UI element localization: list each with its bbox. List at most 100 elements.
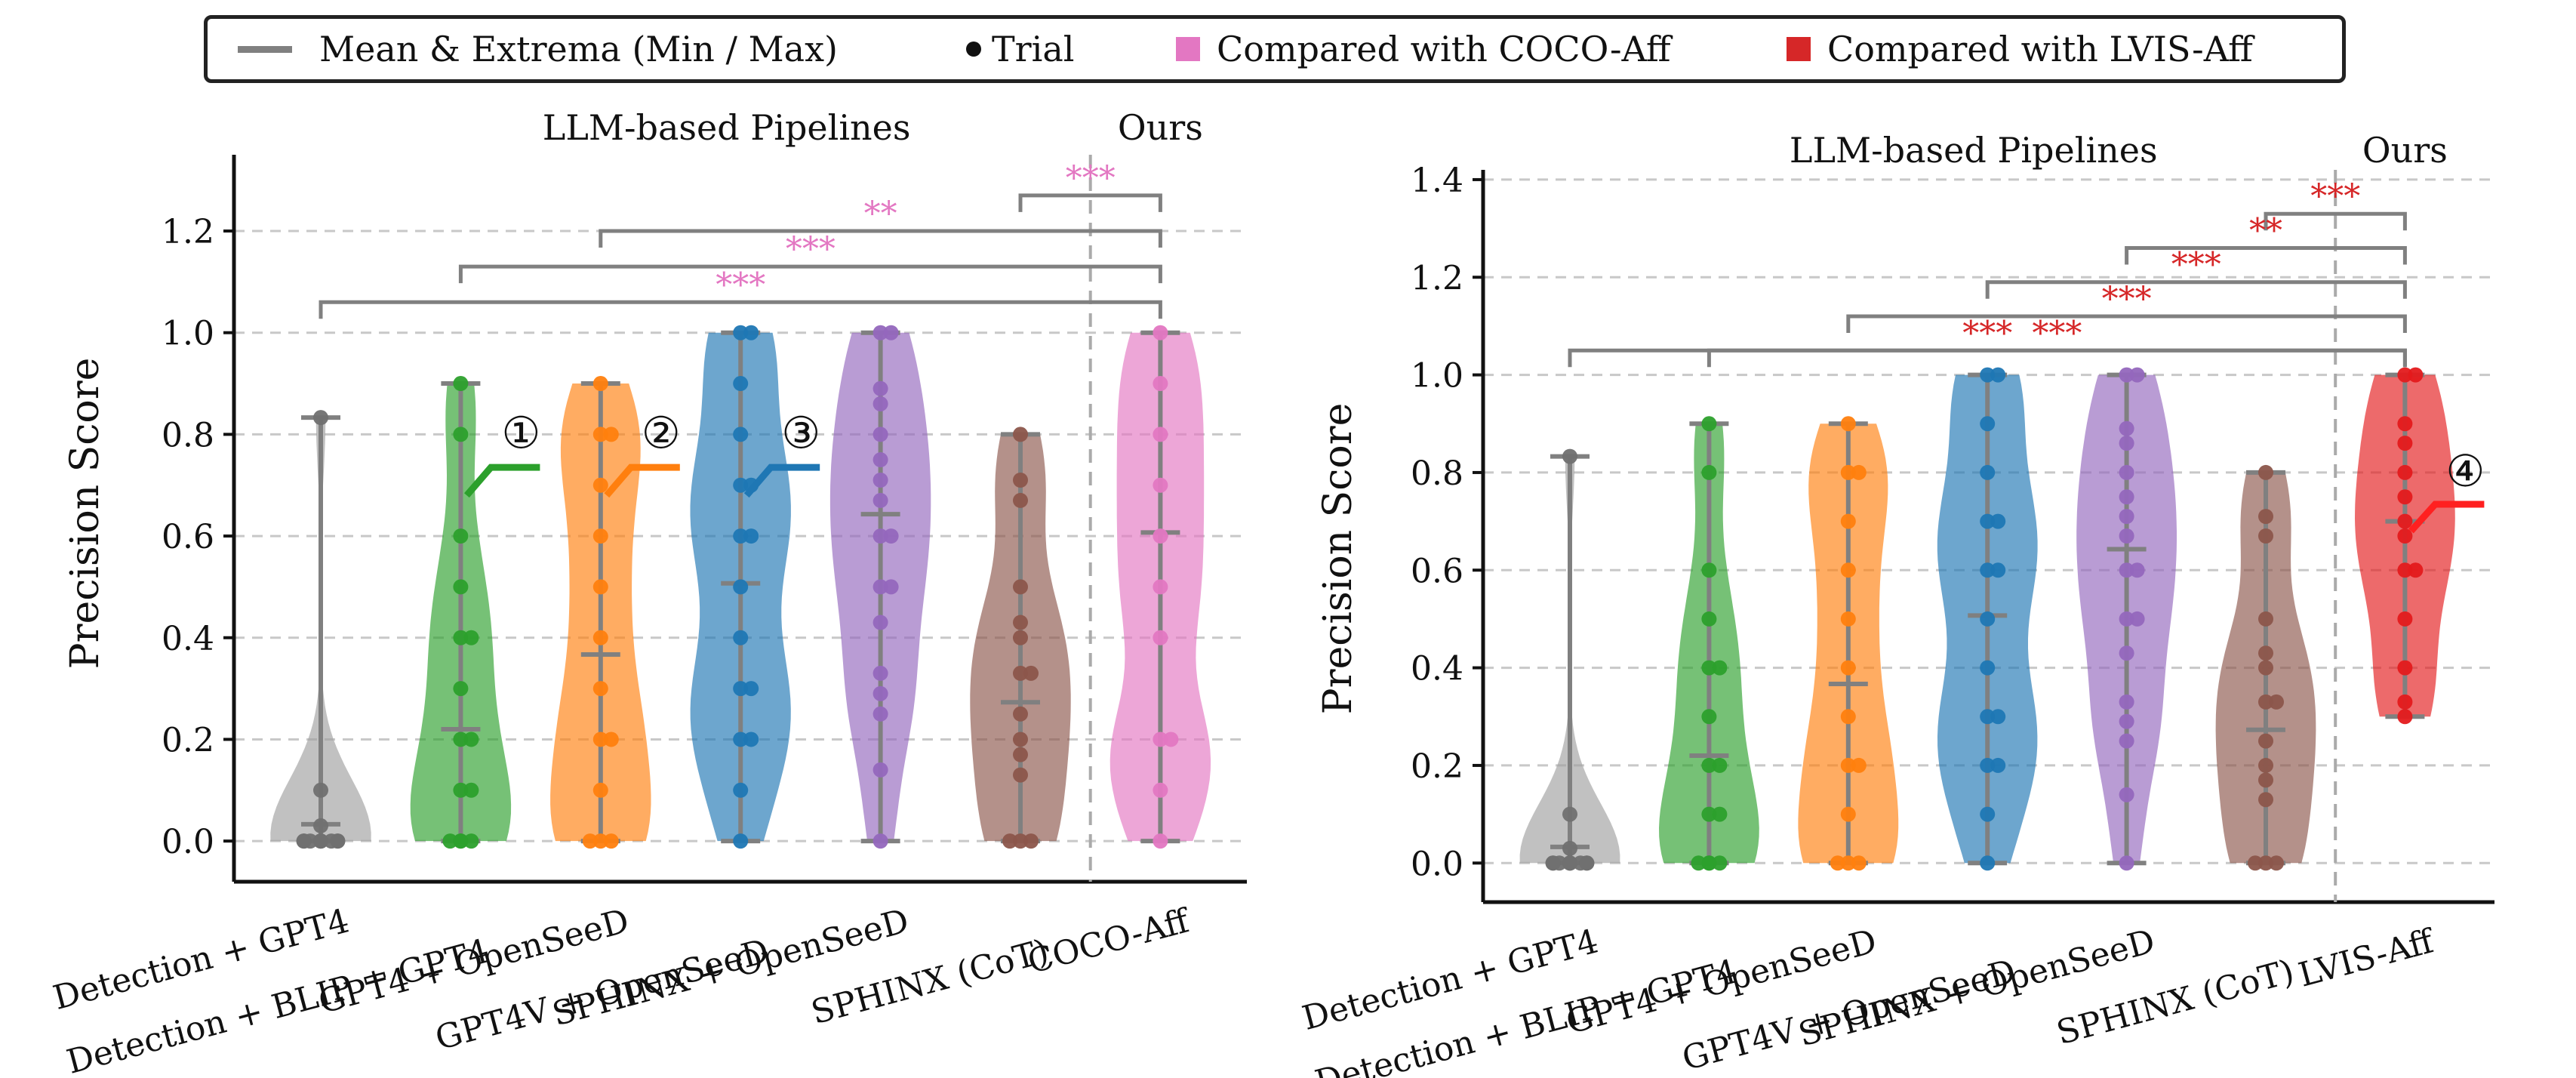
legend-lvis-label: Compared with LVIS-Aff [1827,29,2253,69]
coco-trial-point [592,782,608,798]
coco-callout-marker: ③ [781,407,820,458]
lvis-callout-marker: ④ [2445,445,2485,497]
lvis-trial-point [2119,713,2134,729]
lvis-trial-point [2119,855,2134,871]
coco-trial-point [873,833,888,849]
coco-trial-point [743,325,759,340]
legend-trial-swatch [966,42,981,57]
lvis-trial-point [1980,367,1996,383]
coco-trial-point [463,833,479,849]
lvis-trial-point [2397,528,2413,544]
lvis-trial-point [1562,855,1577,871]
coco-trial-point [873,396,888,411]
lvis-trial-point [2258,792,2273,808]
coco-group-label-ours: Ours [1118,107,1203,148]
lvis-violin-body [1937,374,2038,864]
coco-trial-point [313,410,328,426]
coco-trial-point [1153,732,1168,747]
coco-trial-point [603,833,619,849]
coco-trial-point [1153,833,1168,849]
legend-item-lvis: Compared with LVIS-Aff [1787,29,2253,69]
lvis-trial-point [1712,806,1728,822]
lvis-xtick-label: Detection + GPT4 [1298,922,1602,1038]
lvis-ytick-label: 1.2 [1411,259,1463,297]
lvis-sig-label: *** [2171,246,2221,285]
coco-trial-point [733,427,749,442]
coco-trial-point [733,376,749,392]
coco-trial-point [313,833,328,849]
lvis-trial-point [1851,855,1867,871]
lvis-trial-point [2119,787,2134,802]
coco-xtick-label: Detection + GPT4 [49,901,353,1018]
lvis-trial-point [1701,757,1717,773]
coco-trial-point [453,732,469,747]
coco-sig-bracket [1018,193,1162,212]
coco-trial-point [1023,833,1039,849]
lvis-trial-point [1840,562,1856,578]
lvis-sig-bracket [1707,348,2407,368]
lvis-violin-body [1798,424,1899,864]
coco-callout-line [463,464,540,498]
coco-trial-point [592,732,608,747]
lvis-trial-point [1830,855,1845,871]
lvis-trial-point [2258,611,2273,627]
coco-trial-point [873,472,888,488]
coco-trial-point [463,782,479,798]
lvis-trial-point [1851,757,1867,773]
coco-trial-point [453,376,469,392]
coco-ytick-label: 1.0 [162,315,214,353]
lvis-trial-point [1701,464,1717,480]
legend-coco-swatch [1176,37,1200,61]
coco-trial-point [463,732,479,747]
coco-trial-point [296,833,312,849]
coco-trial-point [453,427,469,442]
lvis-trial-point [2258,528,2273,544]
coco-sig-label: *** [1066,159,1116,198]
lvis-trial-point [1579,855,1595,871]
lvis-trial-point [1840,464,1856,480]
legend: Mean & Extrema (Min / Max) Trial Compare… [204,15,2346,83]
lvis-ytick-label: 0.6 [1411,552,1463,590]
lvis-violin-body [2076,374,2177,864]
coco-trial-point [592,579,608,595]
lvis-trial-point [1980,660,1996,676]
coco-trial-point [743,732,759,747]
lvis-trial-point [1840,709,1856,725]
lvis-sig-bracket [2125,245,2407,265]
coco-trial-point [873,380,888,396]
coco-violin-body [690,332,791,842]
lvis-sig-label: *** [1962,314,2012,353]
coco-trial-point [883,325,899,340]
lvis-trial-point [2397,562,2413,578]
coco-callout-marker: ② [642,407,681,458]
coco-ytick-label: 0.4 [162,620,214,658]
lvis-trial-point [2258,733,2273,749]
legend-item-trial: Trial [966,29,1075,69]
coco-trial-point [1153,427,1168,442]
lvis-trial-point [1990,709,2006,725]
lvis-trial-point [1980,806,1996,822]
coco-trial-point [873,665,888,681]
lvis-trial-point [2129,611,2145,627]
lvis-trial-point [2119,562,2134,578]
lvis-ytick-label: 1.0 [1411,357,1463,396]
coco-xtick-label: GPT4 + OpenSeeD [315,901,633,1021]
legend-trial-label: Trial [992,29,1075,69]
coco-trial-point [1163,732,1179,747]
coco-trial-point [313,833,328,849]
coco-trial-point [330,833,346,849]
coco-sig-bracket [319,300,1162,319]
legend-mean-label: Mean & Extrema (Min / Max) [319,29,838,69]
coco-sig-bracket [458,264,1162,284]
lvis-trial-point [2258,694,2273,710]
lvis-sig-bracket [1568,348,2407,368]
coco-trial-point [582,833,598,849]
lvis-trial-point [1980,611,1996,627]
coco-callout-line [743,464,820,498]
coco-trial-point [1013,767,1028,783]
lvis-ytick-label: 0.4 [1411,650,1463,688]
coco-trial-point [1013,427,1028,442]
lvis-trial-point [1552,855,1567,871]
lvis-xtick-label: GPT4V + OpenSeeD [1679,952,2020,1078]
